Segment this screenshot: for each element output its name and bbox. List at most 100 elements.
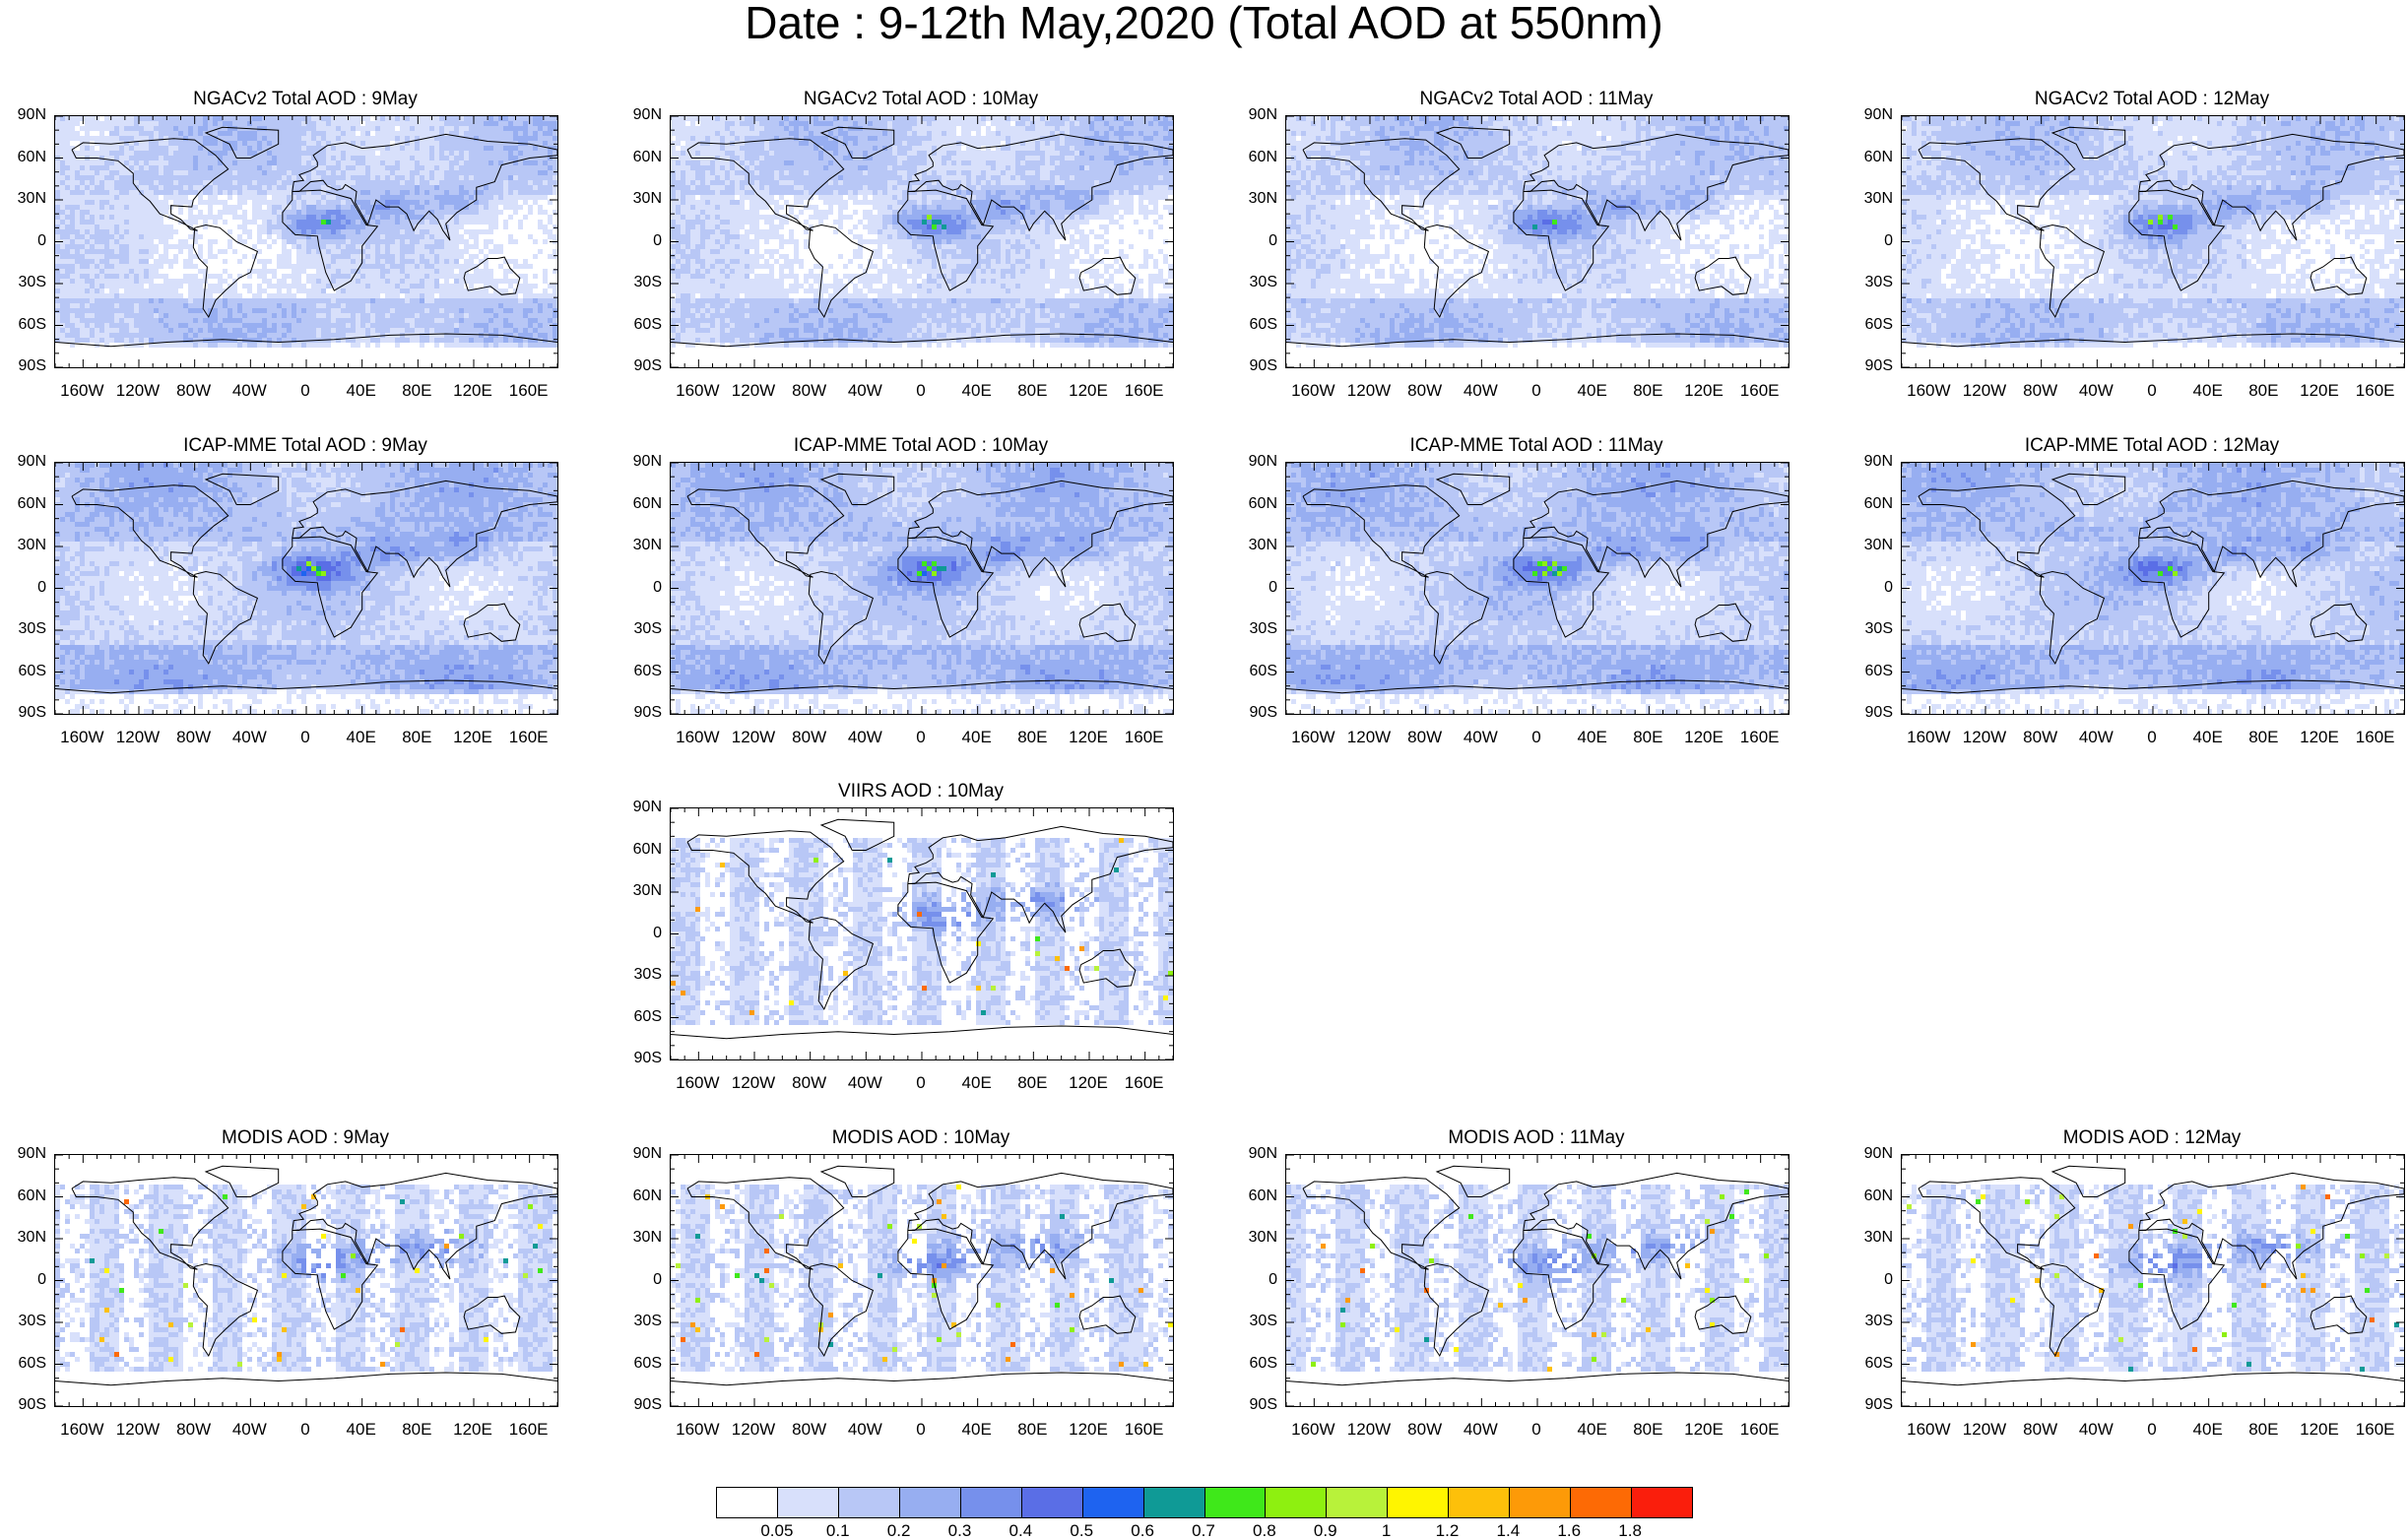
lon-tick-label: 80W bbox=[164, 382, 224, 399]
lat-tick-label: 30N bbox=[616, 538, 662, 553]
lon-tick-label: 160E bbox=[1115, 1074, 1174, 1091]
colorbar-label: 0.5 bbox=[1057, 1522, 1106, 1539]
lon-tick-label: 160E bbox=[2346, 729, 2405, 745]
colorbar-swatch bbox=[1571, 1488, 1632, 1517]
lon-tick-label: 160E bbox=[2346, 382, 2405, 399]
lon-tick-label: 80E bbox=[2234, 729, 2293, 745]
lat-tick-label: 60N bbox=[1231, 496, 1277, 512]
lat-tick-label: 60S bbox=[1231, 317, 1277, 333]
colorbar-swatch bbox=[1083, 1488, 1144, 1517]
lon-tick-label: 40E bbox=[947, 1421, 1007, 1438]
lat-tick-label: 0 bbox=[616, 233, 662, 249]
lat-tick-label: 0 bbox=[616, 1272, 662, 1288]
aod-field bbox=[1902, 463, 2404, 714]
world-map bbox=[55, 1155, 557, 1406]
lon-tick-label: 160W bbox=[52, 382, 111, 399]
world-map bbox=[1902, 116, 2404, 367]
lon-tick-label: 40W bbox=[835, 382, 894, 399]
lat-tick-label: 0 bbox=[1231, 580, 1277, 596]
world-map bbox=[1902, 1155, 2404, 1406]
map-frame bbox=[54, 115, 558, 368]
lat-tick-label: 60S bbox=[616, 664, 662, 679]
coastline bbox=[1902, 1373, 2404, 1385]
coastline bbox=[671, 1026, 1173, 1039]
lon-tick-label: 80W bbox=[164, 1421, 224, 1438]
lon-tick-label: 120W bbox=[1339, 1421, 1399, 1438]
colorbar-swatch bbox=[961, 1488, 1022, 1517]
lon-tick-label: 120E bbox=[443, 1421, 502, 1438]
lon-tick-label: 80W bbox=[1396, 729, 1455, 745]
lat-tick-label: 60N bbox=[1847, 496, 1893, 512]
lon-tick-label: 120W bbox=[724, 382, 783, 399]
world-map bbox=[1286, 463, 1789, 714]
colorbar-swatch bbox=[1632, 1488, 1692, 1517]
lon-tick-label: 80W bbox=[780, 1074, 839, 1091]
lon-tick-label: 0 bbox=[2122, 729, 2181, 745]
lon-tick-label: 80W bbox=[780, 1421, 839, 1438]
lat-tick-label: 90N bbox=[616, 107, 662, 123]
lat-tick-label: 90S bbox=[0, 705, 46, 721]
lon-tick-label: 40E bbox=[2179, 729, 2238, 745]
lat-tick-label: 90S bbox=[616, 358, 662, 374]
lon-tick-label: 80E bbox=[387, 729, 446, 745]
colorbar-swatch bbox=[839, 1488, 900, 1517]
lat-tick-label: 30S bbox=[1847, 621, 1893, 637]
lon-tick-label: 160W bbox=[668, 1074, 727, 1091]
lat-tick-label: 30S bbox=[0, 275, 46, 290]
lon-tick-label: 80E bbox=[1003, 1074, 1062, 1091]
lon-tick-label: 120W bbox=[724, 1421, 783, 1438]
aod-field bbox=[55, 1185, 557, 1372]
lon-tick-label: 40E bbox=[2179, 1421, 2238, 1438]
lon-tick-label: 0 bbox=[891, 729, 950, 745]
lon-tick-label: 160E bbox=[1730, 729, 1790, 745]
lon-tick-label: 80W bbox=[1396, 1421, 1455, 1438]
lon-tick-label: 40E bbox=[1563, 382, 1622, 399]
world-map bbox=[1286, 1155, 1789, 1406]
lat-tick-label: 60S bbox=[616, 1356, 662, 1372]
world-map bbox=[671, 1155, 1173, 1406]
lon-tick-label: 40W bbox=[1451, 729, 1510, 745]
lat-tick-label: 90N bbox=[616, 800, 662, 815]
lat-tick-label: 60N bbox=[0, 150, 46, 165]
lon-tick-label: 40E bbox=[332, 382, 391, 399]
lat-tick-label: 90S bbox=[0, 358, 46, 374]
lon-tick-label: 120E bbox=[443, 729, 502, 745]
lon-tick-label: 160E bbox=[1115, 382, 1174, 399]
lon-tick-label: 80W bbox=[2011, 1421, 2070, 1438]
aod-field bbox=[1902, 116, 2404, 348]
lon-tick-label: 120E bbox=[1059, 729, 1118, 745]
lon-tick-label: 80E bbox=[2234, 1421, 2293, 1438]
map-frame bbox=[1901, 115, 2405, 368]
lon-tick-label: 120E bbox=[1674, 382, 1733, 399]
lat-tick-label: 90S bbox=[616, 1397, 662, 1413]
lat-tick-label: 0 bbox=[0, 233, 46, 249]
aod-field bbox=[671, 838, 1173, 1025]
colorbar-label: 0.8 bbox=[1240, 1522, 1289, 1539]
lat-tick-label: 60S bbox=[0, 317, 46, 333]
lon-tick-label: 160E bbox=[2346, 1421, 2405, 1438]
lon-tick-label: 40W bbox=[2066, 382, 2125, 399]
lat-tick-label: 90N bbox=[1847, 1146, 1893, 1162]
lon-tick-label: 80W bbox=[780, 729, 839, 745]
lat-tick-label: 90N bbox=[1847, 454, 1893, 470]
lat-tick-label: 60N bbox=[616, 496, 662, 512]
lat-tick-label: 30S bbox=[0, 621, 46, 637]
lat-tick-label: 90S bbox=[616, 1051, 662, 1066]
colorbar-label: 1 bbox=[1362, 1522, 1411, 1539]
lat-tick-label: 90N bbox=[0, 1146, 46, 1162]
map-frame bbox=[670, 462, 1174, 715]
lon-tick-label: 120E bbox=[2290, 382, 2349, 399]
lon-tick-label: 40W bbox=[2066, 729, 2125, 745]
lon-tick-label: 40W bbox=[835, 1074, 894, 1091]
lon-tick-label: 40E bbox=[947, 382, 1007, 399]
lon-tick-label: 160E bbox=[1115, 729, 1174, 745]
lat-tick-label: 0 bbox=[1847, 1272, 1893, 1288]
lat-tick-label: 30S bbox=[1231, 275, 1277, 290]
lon-tick-label: 0 bbox=[891, 1074, 950, 1091]
colorbar bbox=[716, 1487, 1693, 1518]
lon-tick-label: 120W bbox=[1339, 729, 1399, 745]
coastline bbox=[55, 1373, 557, 1385]
